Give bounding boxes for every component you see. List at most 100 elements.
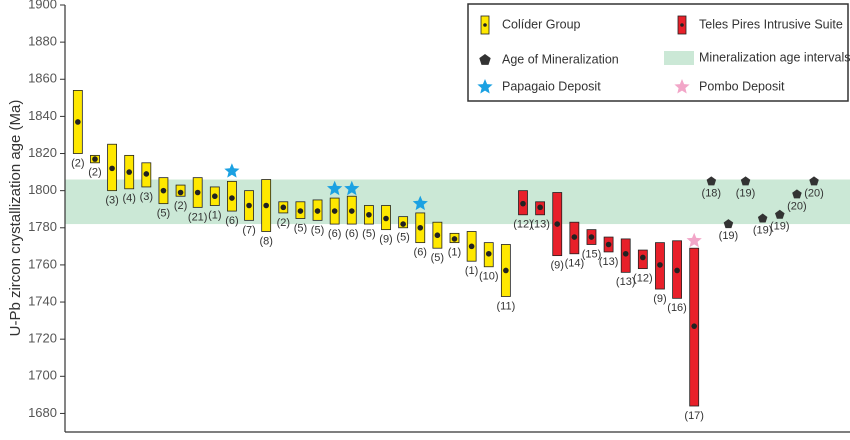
y-tick-label: 1740 xyxy=(28,293,57,308)
legend-swatch-dot xyxy=(680,23,684,27)
age-dot xyxy=(143,171,150,177)
legend-box xyxy=(467,3,849,102)
deposit-star xyxy=(344,180,360,196)
mineralization-age xyxy=(792,189,802,199)
sample-count: (9) xyxy=(379,234,392,246)
age-dot xyxy=(588,234,595,240)
sample-count: (20) xyxy=(787,200,807,212)
age-dot xyxy=(229,195,235,201)
sample-count: (19) xyxy=(753,224,773,236)
legend-swatch xyxy=(664,51,694,65)
sample-count: (5) xyxy=(362,228,375,240)
y-tick-label: 1700 xyxy=(28,368,57,383)
legend-label: Papagaio Deposit xyxy=(502,79,601,93)
age-dot xyxy=(297,208,304,214)
sample-count: (19) xyxy=(736,187,756,199)
legend-label: Teles Pires Intrusive Suite xyxy=(699,17,843,31)
age-dot xyxy=(160,187,167,194)
age-dot xyxy=(622,250,629,257)
age-dot xyxy=(314,208,321,214)
legend: Colíder Group Teles Pires Intrusive Suite… xyxy=(467,3,850,102)
sample-count: (5) xyxy=(157,208,170,220)
sample-count: (2) xyxy=(277,217,290,229)
age-dot xyxy=(126,169,133,175)
sample-count: (2) xyxy=(71,157,84,169)
deposit-star xyxy=(327,180,343,196)
sample-count: (12) xyxy=(633,273,653,285)
y-tick-label: 1860 xyxy=(28,71,57,86)
legend-label: Mineralization age intervals xyxy=(699,50,850,64)
sample-count: (21) xyxy=(188,211,208,223)
age-dot xyxy=(451,236,458,242)
mineralization-age xyxy=(809,176,819,186)
age-dot xyxy=(246,202,252,209)
age-dot xyxy=(520,200,526,207)
sample-count: (4) xyxy=(122,193,135,205)
sample-count: (12) xyxy=(513,219,533,231)
sample-count: (9) xyxy=(653,293,666,305)
age-dot xyxy=(212,193,218,200)
age-dot xyxy=(331,208,338,214)
sample-count: (15) xyxy=(582,248,602,260)
age-dot xyxy=(92,156,98,162)
y-tick-label: 1820 xyxy=(28,145,57,160)
sample-count: (5) xyxy=(396,232,409,244)
sample-count: (2) xyxy=(174,200,187,212)
y-axis-title: U-Pb zircon crystallization age (Ma) xyxy=(7,100,24,337)
mineralization-age xyxy=(723,219,734,229)
age-dot xyxy=(554,221,561,227)
age-dot xyxy=(75,119,81,125)
legend-swatch xyxy=(479,54,491,65)
sample-count: (5) xyxy=(431,252,444,264)
sample-count: (5) xyxy=(294,222,307,234)
y-tick-label: 1840 xyxy=(28,108,57,123)
sample-count: (6) xyxy=(414,247,427,259)
age-dot xyxy=(537,204,543,211)
y-tick-label: 1760 xyxy=(28,256,57,271)
y-tick-label: 1780 xyxy=(28,219,57,234)
legend-swatch-dot xyxy=(483,23,487,27)
age-dot xyxy=(434,232,441,239)
age-dot xyxy=(674,267,680,274)
legend-label: Pombo Deposit xyxy=(699,79,785,93)
age-dot xyxy=(400,221,406,227)
age-dot xyxy=(485,250,492,257)
mineralization-age xyxy=(757,213,768,223)
sample-count: (13) xyxy=(599,256,619,268)
y-tick-label: 1880 xyxy=(28,34,57,49)
legend-swatch xyxy=(477,79,493,94)
mineralization-age xyxy=(706,176,717,186)
sample-count: (10) xyxy=(479,271,499,283)
age-dot xyxy=(348,208,355,214)
sample-count: (7) xyxy=(242,224,255,236)
legend-label: Age of Mineralization xyxy=(502,52,619,66)
sample-count: (17) xyxy=(684,410,704,422)
sample-count: (2) xyxy=(88,167,101,179)
y-tick-label: 1800 xyxy=(28,182,57,197)
age-dot xyxy=(691,323,697,329)
age-dot xyxy=(366,211,372,218)
age-dot xyxy=(605,241,612,248)
y-tick-label: 1680 xyxy=(28,405,57,420)
deposit-star xyxy=(412,195,428,211)
age-dot xyxy=(280,204,287,211)
legend-swatch xyxy=(674,79,690,94)
sample-count: (6) xyxy=(225,215,238,227)
sample-count: (19) xyxy=(719,230,739,242)
sample-count: (13) xyxy=(530,219,550,231)
age-dot xyxy=(657,262,663,268)
sample-count: (6) xyxy=(345,228,358,240)
sample-count: (1) xyxy=(448,247,461,259)
age-dot xyxy=(263,202,269,209)
legend-label: Colíder Group xyxy=(502,17,581,31)
sample-count: (5) xyxy=(311,224,324,236)
age-dot xyxy=(640,254,646,261)
sample-count: (18) xyxy=(702,187,722,199)
sample-count: (1) xyxy=(208,209,221,221)
sample-count: (20) xyxy=(804,187,824,199)
sample-count: (3) xyxy=(140,191,153,203)
sample-count: (14) xyxy=(565,258,585,270)
y-tick-label: 1720 xyxy=(28,331,57,346)
deposit-star xyxy=(686,232,702,248)
age-dot xyxy=(417,224,424,231)
